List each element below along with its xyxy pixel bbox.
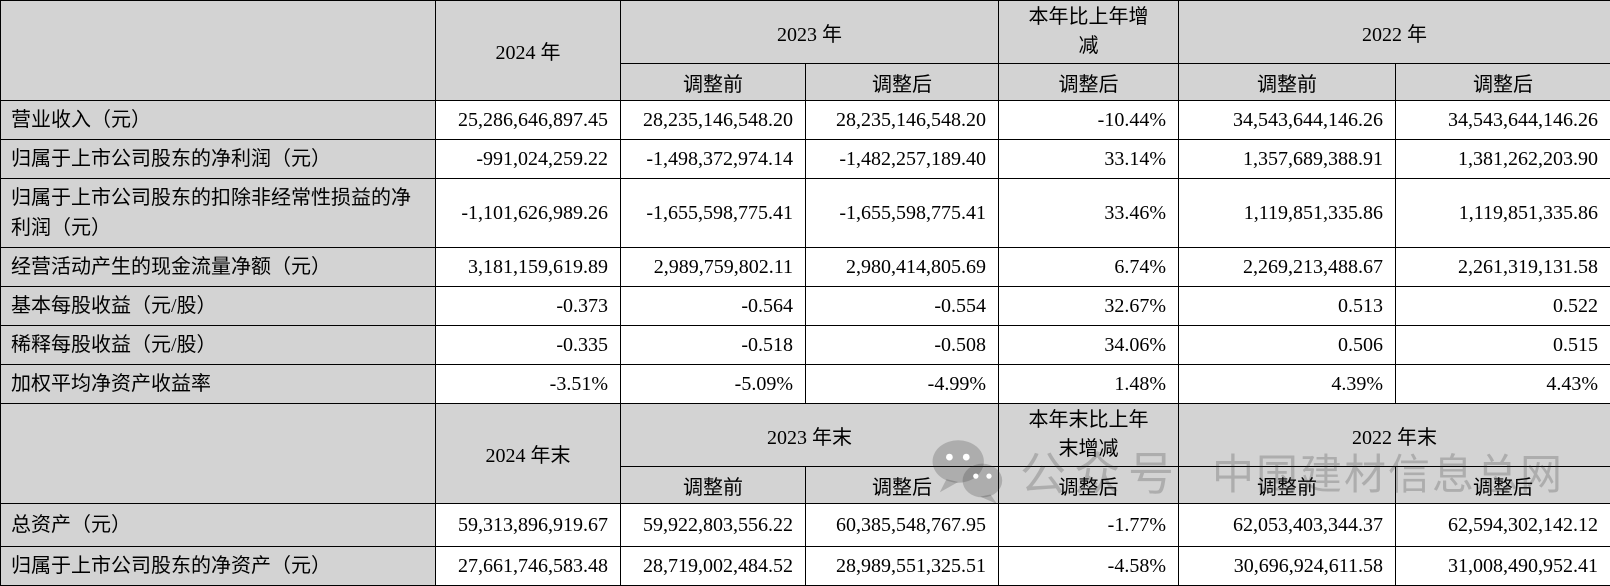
table-row-diluted-eps: 稀释每股收益（元/股） -0.335 -0.518 -0.508 34.06% …: [1, 326, 1610, 365]
row-label: 总资产（元）: [1, 504, 436, 547]
cell-change: -4.58%: [999, 547, 1179, 586]
cell-2024: -0.335: [436, 326, 621, 365]
cell-2022-after: 1,381,262,203.90: [1396, 140, 1610, 179]
cell-2022-after: 34,543,644,146.26: [1396, 101, 1610, 140]
header-year-2023: 2023 年: [621, 1, 999, 64]
table-row-net-profit-excl-nonrecurring: 归属于上市公司股东的扣除非经常性损益的净利润（元） -1,101,626,989…: [1, 179, 1610, 248]
cell-2024: 25,286,646,897.45: [436, 101, 621, 140]
table-row-weighted-avg-roe: 加权平均净资产收益率 -3.51% -5.09% -4.99% 1.48% 4.…: [1, 365, 1610, 404]
cell-change: 6.74%: [999, 248, 1179, 287]
cell-2023-before: -1,498,372,974.14: [621, 140, 806, 179]
cell-2023-before: -1,655,598,775.41: [621, 179, 806, 248]
header-year-2024: 2024 年: [436, 1, 621, 101]
row-label: 加权平均净资产收益率: [1, 365, 436, 404]
cell-2022-after: 4.43%: [1396, 365, 1610, 404]
cell-2022-after: 0.522: [1396, 287, 1610, 326]
cell-change: 32.67%: [999, 287, 1179, 326]
header-yoy-change: 本年比上年增减: [999, 1, 1179, 64]
cell-2024: -1,101,626,989.26: [436, 179, 621, 248]
cell-2023-before: 59,922,803,556.22: [621, 504, 806, 547]
header-2023end-adj-after: 调整后: [806, 467, 999, 504]
cell-2022-after: 2,261,319,131.58: [1396, 248, 1610, 287]
cell-2023-after: 28,235,146,548.20: [806, 101, 999, 140]
cell-2023-after: -1,655,598,775.41: [806, 179, 999, 248]
cell-change: 1.48%: [999, 365, 1179, 404]
header-2022-adj-after: 调整后: [1396, 64, 1610, 101]
cell-2022-before: 0.506: [1179, 326, 1396, 365]
cell-2024: -3.51%: [436, 365, 621, 404]
header-year-end-2022: 2022 年末: [1179, 404, 1610, 467]
corner-cell-empty: [1, 1, 436, 101]
cell-2022-before: 34,543,644,146.26: [1179, 101, 1396, 140]
cell-change: -10.44%: [999, 101, 1179, 140]
cell-2022-before: 62,053,403,344.37: [1179, 504, 1396, 547]
cell-2022-before: 2,269,213,488.67: [1179, 248, 1396, 287]
cell-2022-before: 0.513: [1179, 287, 1396, 326]
row-label: 基本每股收益（元/股）: [1, 287, 436, 326]
cell-2023-before: -0.564: [621, 287, 806, 326]
cell-2023-before: 28,719,002,484.52: [621, 547, 806, 586]
header-year-2022: 2022 年: [1179, 1, 1610, 64]
cell-2023-after: -0.554: [806, 287, 999, 326]
cell-2022-after: 31,008,490,952.41: [1396, 547, 1610, 586]
cell-change: 33.46%: [999, 179, 1179, 248]
cell-2024: 59,313,896,919.67: [436, 504, 621, 547]
header-2023end-adj-before: 调整前: [621, 467, 806, 504]
header-2022end-adj-after: 调整后: [1396, 467, 1610, 504]
row-label: 营业收入（元）: [1, 101, 436, 140]
cell-2023-before: -5.09%: [621, 365, 806, 404]
cell-2023-after: 28,989,551,325.51: [806, 547, 999, 586]
row-label: 经营活动产生的现金流量净额（元）: [1, 248, 436, 287]
cell-2022-after: 62,594,302,142.12: [1396, 504, 1610, 547]
cell-2023-before: 28,235,146,548.20: [621, 101, 806, 140]
header-year-end-2023: 2023 年末: [621, 404, 999, 467]
cell-2023-before: -0.518: [621, 326, 806, 365]
cell-2023-after: -4.99%: [806, 365, 999, 404]
header-2022-adj-before: 调整前: [1179, 64, 1396, 101]
table-row-operating-cash-flow: 经营活动产生的现金流量净额（元） 3,181,159,619.89 2,989,…: [1, 248, 1610, 287]
row-label: 归属于上市公司股东的扣除非经常性损益的净利润（元）: [1, 179, 436, 248]
row-label: 归属于上市公司股东的净资产（元）: [1, 547, 436, 586]
row-label: 归属于上市公司股东的净利润（元）: [1, 140, 436, 179]
section2-header-row-top: 2024 年末 2023 年末 本年末比上年末增减 2022 年末: [1, 404, 1610, 467]
row-label: 稀释每股收益（元/股）: [1, 326, 436, 365]
cell-2022-after: 1,119,851,335.86: [1396, 179, 1610, 248]
cell-2022-before: 1,119,851,335.86: [1179, 179, 1396, 248]
cell-2023-after: -0.508: [806, 326, 999, 365]
cell-2022-before: 1,357,689,388.91: [1179, 140, 1396, 179]
cell-2024: 3,181,159,619.89: [436, 248, 621, 287]
header-change-end-adj-after: 调整后: [999, 467, 1179, 504]
table-row-net-profit: 归属于上市公司股东的净利润（元） -991,024,259.22 -1,498,…: [1, 140, 1610, 179]
table-row-revenue: 营业收入（元） 25,286,646,897.45 28,235,146,548…: [1, 101, 1610, 140]
header-2023-adj-before: 调整前: [621, 64, 806, 101]
cell-2022-before: 4.39%: [1179, 365, 1396, 404]
section1-header-row-top: 2024 年 2023 年 本年比上年增减 2022 年: [1, 1, 1610, 64]
header-2022end-adj-before: 调整前: [1179, 467, 1396, 504]
cell-2024: -991,024,259.22: [436, 140, 621, 179]
table-row-basic-eps: 基本每股收益（元/股） -0.373 -0.564 -0.554 32.67% …: [1, 287, 1610, 326]
cell-2023-before: 2,989,759,802.11: [621, 248, 806, 287]
cell-2023-after: 2,980,414,805.69: [806, 248, 999, 287]
cell-2023-after: -1,482,257,189.40: [806, 140, 999, 179]
table-row-net-assets: 归属于上市公司股东的净资产（元） 27,661,746,583.48 28,71…: [1, 547, 1610, 586]
cell-change: 34.06%: [999, 326, 1179, 365]
cell-change: -1.77%: [999, 504, 1179, 547]
corner-cell-empty-2: [1, 404, 436, 504]
cell-2024: -0.373: [436, 287, 621, 326]
cell-2022-after: 0.515: [1396, 326, 1610, 365]
cell-2023-after: 60,385,548,767.95: [806, 504, 999, 547]
header-2023-adj-after: 调整后: [806, 64, 999, 101]
table-row-total-assets: 总资产（元） 59,313,896,919.67 59,922,803,556.…: [1, 504, 1610, 547]
header-change-adj-after: 调整后: [999, 64, 1179, 101]
header-yearend-change: 本年末比上年末增减: [999, 404, 1179, 467]
header-year-end-2024: 2024 年末: [436, 404, 621, 504]
cell-2024: 27,661,746,583.48: [436, 547, 621, 586]
cell-change: 33.14%: [999, 140, 1179, 179]
cell-2022-before: 30,696,924,611.58: [1179, 547, 1396, 586]
